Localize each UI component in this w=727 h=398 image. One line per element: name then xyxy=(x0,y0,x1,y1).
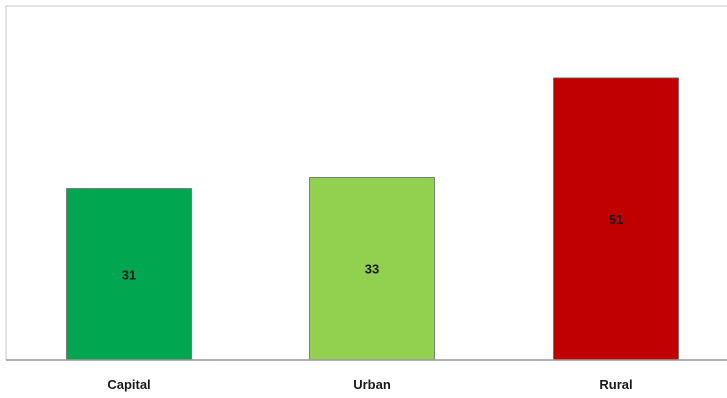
category-label-rural: Rural xyxy=(599,377,632,392)
category-labels: Capital Urban Rural xyxy=(107,377,632,392)
category-label-urban: Urban xyxy=(353,377,391,392)
data-label-capital: 31 xyxy=(122,267,136,282)
bar-capital xyxy=(66,188,192,361)
data-label-rural: 51 xyxy=(609,212,623,227)
bar-urban xyxy=(309,177,435,361)
data-label-urban: 33 xyxy=(365,262,379,277)
category-label-capital: Capital xyxy=(107,377,150,392)
bar-rural xyxy=(553,77,679,361)
bars-group: 31 33 51 xyxy=(66,77,679,361)
